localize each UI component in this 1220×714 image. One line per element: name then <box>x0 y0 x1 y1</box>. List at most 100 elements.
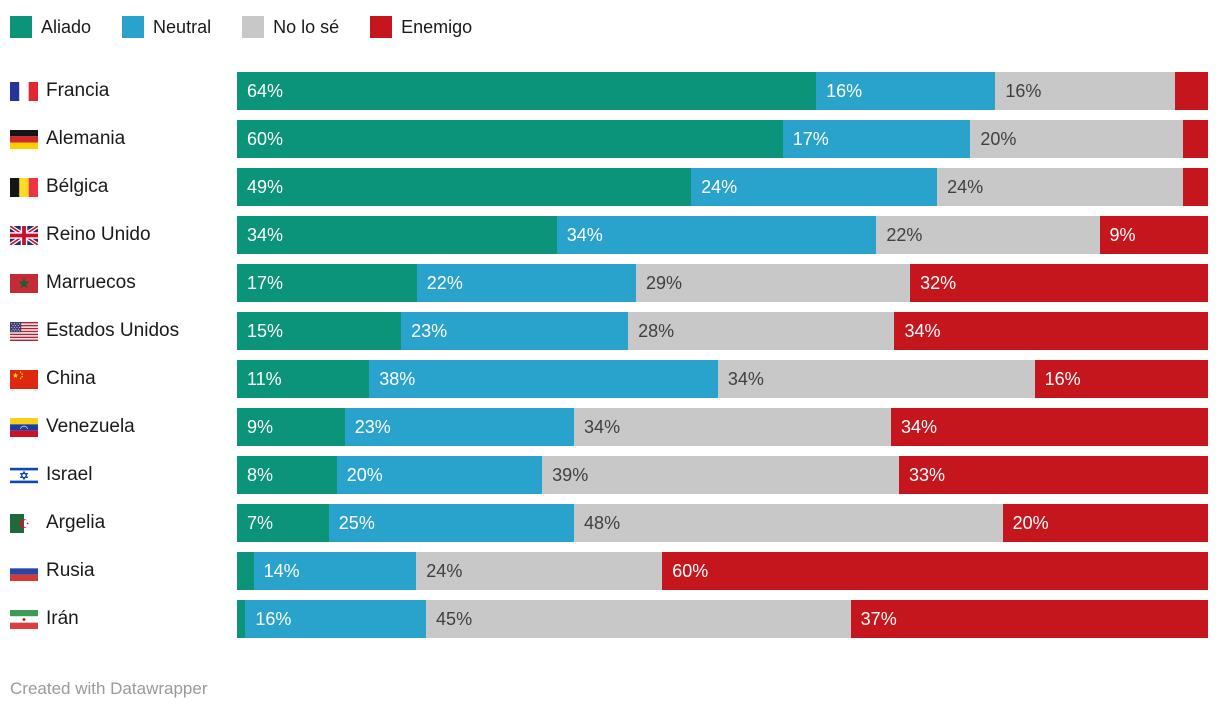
bar-segment-enemigo: 32% <box>910 264 1208 302</box>
bar-segment-neutral: 23% <box>344 408 575 446</box>
bar-segment-aliado: 11% <box>237 360 370 398</box>
legend-swatch-enemigo <box>370 16 393 38</box>
country-row: Rusia 14% 24% 60% <box>0 547 1220 595</box>
bar-segment-enemigo: 33% <box>898 456 1208 494</box>
bar-segment-no_lo_se: 45% <box>426 600 851 638</box>
row-label-zone: China <box>0 368 237 390</box>
bar-segment-enemigo <box>1183 168 1208 206</box>
bar-segment-neutral: 20% <box>336 456 543 494</box>
bar-segment-neutral: 17% <box>782 120 971 158</box>
flag-estados-unidos-icon <box>10 321 38 341</box>
legend-item-enemigo: Enemigo <box>370 16 472 38</box>
country-label: Venezuela <box>46 416 135 437</box>
country-row: Alemania 60% 17% 20% <box>0 115 1220 163</box>
segment-value-label: 25% <box>338 512 375 533</box>
row-label-zone: Marruecos <box>0 272 237 294</box>
country-label: Israel <box>46 464 93 485</box>
stacked-bar: 11% 38% 34% 16% <box>237 360 1209 398</box>
row-label-zone: Israel <box>0 464 237 486</box>
bar-segment-enemigo: 16% <box>1034 360 1209 398</box>
bar-segment-neutral: 25% <box>328 504 575 542</box>
legend-item-neutral: Neutral <box>122 16 211 38</box>
row-label-zone: Irán <box>0 608 237 630</box>
bar-segment-neutral: 38% <box>369 360 718 398</box>
segment-value-label: 24% <box>426 560 463 581</box>
segment-value-label: 23% <box>354 416 391 437</box>
bar-segment-aliado: 7% <box>237 504 329 542</box>
segment-value-label: 34% <box>566 224 603 245</box>
flag-rusia-icon <box>10 561 38 581</box>
row-label-zone: Rusia <box>0 560 237 582</box>
flag-reino-unido-icon <box>10 225 38 245</box>
segment-value-label: 16% <box>1044 368 1081 389</box>
country-label: Francia <box>46 80 110 101</box>
segment-value-label: 7% <box>247 512 274 533</box>
country-row: Venezuela 9% 23% 34% 34% <box>0 403 1220 451</box>
segment-value-label: 60% <box>672 560 709 581</box>
datawrapper-credit-link[interactable]: Created with Datawrapper <box>10 679 208 698</box>
row-label-zone: Venezuela <box>0 416 237 438</box>
segment-value-label: 24% <box>701 176 738 197</box>
row-label-zone: Estados Unidos <box>0 320 237 342</box>
bar-segment-no_lo_se: 24% <box>937 168 1183 206</box>
bar-segment-no_lo_se: 20% <box>970 120 1184 158</box>
bar-segment-no_lo_se: 48% <box>574 504 1003 542</box>
country-label: Irán <box>46 608 79 629</box>
country-row: Irán 16% 45% 37% <box>0 595 1220 643</box>
bar-segment-neutral: 14% <box>253 552 417 590</box>
legend-swatch-no_lo_se <box>242 16 265 38</box>
country-label: Argelia <box>46 512 106 533</box>
segment-value-label: 29% <box>645 272 682 293</box>
segment-value-label: 28% <box>638 320 675 341</box>
country-row: Marruecos 17% 22% 29% 32% <box>0 259 1220 307</box>
bar-segment-no_lo_se: 28% <box>628 312 895 350</box>
country-row: Francia 64% 16% 16% <box>0 67 1220 115</box>
bar-segment-neutral: 23% <box>401 312 629 350</box>
country-row: Estados Unidos 15% 23% 28% 34% <box>0 307 1220 355</box>
bar-segment-aliado: 60% <box>237 120 783 158</box>
bar-segment-no_lo_se: 24% <box>416 552 663 590</box>
stacked-bar: 16% 45% 37% <box>237 600 1208 638</box>
segment-value-label: 45% <box>436 608 473 629</box>
legend-label: No lo sé <box>273 17 340 37</box>
segment-value-label: 33% <box>908 464 946 485</box>
segment-value-label: 17% <box>247 272 284 293</box>
country-row: China 11% 38% 34% 16% <box>0 355 1220 403</box>
segment-value-label: 32% <box>920 272 957 293</box>
row-label-zone: Reino Unido <box>0 224 237 246</box>
bar-segment-aliado: 15% <box>237 312 402 350</box>
legend-item-aliado: Aliado <box>10 16 91 38</box>
flag-china-icon <box>10 369 38 389</box>
flag-francia-icon <box>10 81 38 101</box>
bar-segment-enemigo <box>1183 120 1208 158</box>
flag-israel-icon <box>10 465 38 485</box>
segment-value-label: 15% <box>247 320 284 341</box>
legend: Aliado Neutral No lo sé Enemigo <box>10 16 503 38</box>
bar-segment-no_lo_se: 39% <box>542 456 899 494</box>
bar-segment-no_lo_se: 16% <box>995 72 1175 110</box>
bar-segment-enemigo: 34% <box>894 312 1208 350</box>
stacked-bar: 64% 16% 16% <box>237 72 1208 110</box>
legend-swatch-neutral <box>122 16 145 38</box>
row-label-zone: Argelia <box>0 512 237 534</box>
stacked-bar: 7% 25% 48% 20% <box>237 504 1208 542</box>
segment-value-label: 16% <box>255 608 292 629</box>
country-label: Rusia <box>46 560 95 581</box>
bar-segment-enemigo: 60% <box>662 552 1208 590</box>
segment-value-label: 37% <box>860 608 897 629</box>
segment-value-label: 38% <box>379 368 416 389</box>
bar-segment-aliado <box>237 600 246 638</box>
bar-segment-neutral: 16% <box>816 72 996 110</box>
legend-swatch-aliado <box>10 16 32 38</box>
country-row: Argelia 7% 25% 48% 20% <box>0 499 1220 547</box>
country-label: Bélgica <box>46 176 109 197</box>
flag-belgica-icon <box>10 177 38 197</box>
country-label: Alemania <box>46 128 126 149</box>
segment-value-label: 9% <box>247 416 274 437</box>
segment-value-label: 34% <box>901 416 938 437</box>
row-label-zone: Alemania <box>0 128 237 150</box>
segment-value-label: 17% <box>792 128 829 149</box>
bar-segment-aliado: 34% <box>237 216 557 254</box>
bar-segment-enemigo: 37% <box>850 600 1208 638</box>
bar-segment-no_lo_se: 22% <box>876 216 1100 254</box>
